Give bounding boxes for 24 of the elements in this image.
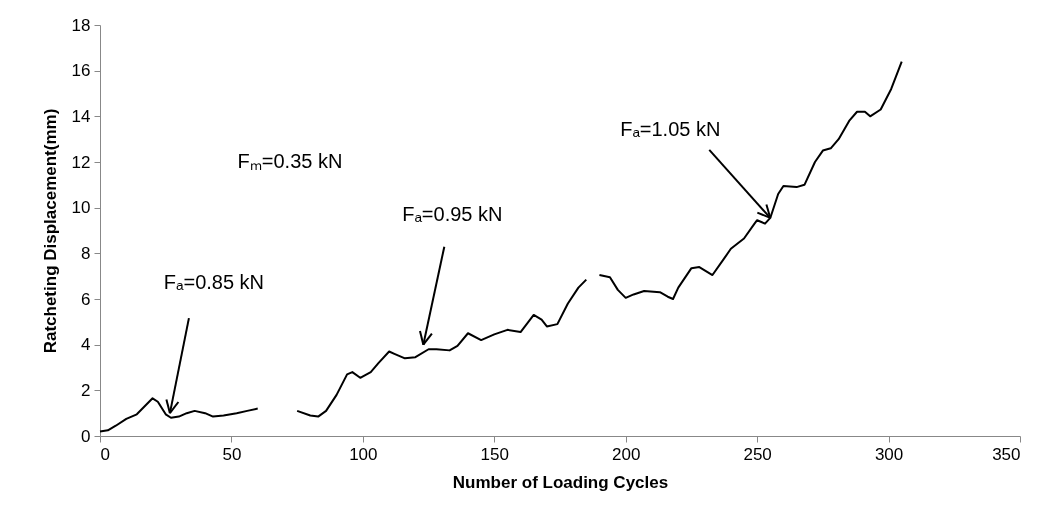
y-tick-label: 6 xyxy=(81,289,91,309)
y-tick-label: 18 xyxy=(71,15,91,35)
x-tick-label: 50 xyxy=(222,444,242,464)
y-tick-label: 2 xyxy=(81,380,91,400)
y-tick-label: 16 xyxy=(71,61,91,81)
annotation: Fₐ=0.85 kN xyxy=(163,271,265,294)
x-tick-label: 150 xyxy=(480,444,509,464)
y-tick-label: 10 xyxy=(71,198,91,218)
x-axis-title: Number of Loading Cycles xyxy=(452,472,669,492)
y-tick-label: 0 xyxy=(81,426,91,446)
annotation: Fₐ=1.05 kN xyxy=(620,117,721,140)
y-tick-label: 8 xyxy=(81,243,91,263)
x-tick-label: 100 xyxy=(349,444,378,464)
y-axis-title: Ratcheting Displacement(mm) xyxy=(40,108,60,354)
y-tick-label: 4 xyxy=(81,335,91,355)
y-tick-label: 14 xyxy=(71,106,91,126)
annotation: Fₐ=0.95 kN xyxy=(402,202,503,225)
x-tick-label: 300 xyxy=(874,444,904,464)
x-tick-label: 200 xyxy=(612,444,641,464)
y-tick-label: 12 xyxy=(71,152,91,172)
x-tick-label: 350 xyxy=(992,444,1021,464)
x-tick-label: 0 xyxy=(100,444,110,464)
x-tick-label: 250 xyxy=(743,444,772,464)
annotation: Fₘ=0.35 kN xyxy=(237,150,343,172)
